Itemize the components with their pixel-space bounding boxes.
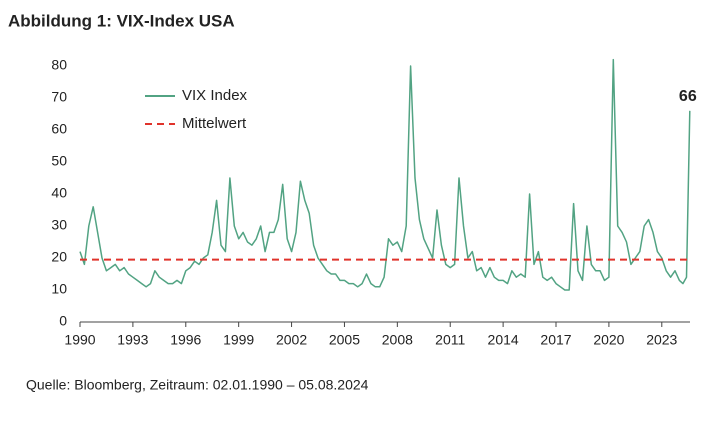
- x-tick-label: 1996: [170, 332, 201, 348]
- y-tick-label: 10: [51, 281, 67, 297]
- x-tick-label: 2011: [435, 332, 465, 348]
- x-tick-label: 1999: [223, 332, 254, 348]
- y-tick-label: 60: [51, 121, 67, 137]
- x-tick-label: 2017: [540, 332, 571, 348]
- y-tick-label: 30: [51, 217, 67, 233]
- x-tick-label: 2002: [276, 332, 307, 348]
- x-tick-label: 2014: [488, 332, 519, 348]
- x-tick-label: 1990: [64, 332, 95, 348]
- chart-title: Abbildung 1: VIX-Index USA: [8, 11, 235, 30]
- x-tick-label: 1993: [117, 332, 148, 348]
- source-note: Quelle: Bloomberg, Zeitraum: 02.01.1990 …: [26, 377, 369, 393]
- y-tick-label: 50: [51, 153, 67, 169]
- y-tick-label: 20: [51, 249, 67, 265]
- x-tick-label: 2005: [329, 332, 360, 348]
- annotation: 66: [679, 88, 697, 105]
- x-tick-label: 2020: [593, 332, 624, 348]
- y-tick-label: 70: [51, 89, 67, 105]
- legend-label: Mittelwert: [182, 115, 247, 132]
- y-tick-label: 40: [51, 185, 67, 201]
- y-tick-label: 80: [51, 57, 67, 73]
- legend-label: VIX Index: [182, 87, 248, 104]
- vix-line: [79, 58, 691, 291]
- y-tick-label: 0: [59, 313, 67, 329]
- x-tick-label: 2023: [646, 332, 677, 348]
- x-tick-label: 2008: [382, 332, 413, 348]
